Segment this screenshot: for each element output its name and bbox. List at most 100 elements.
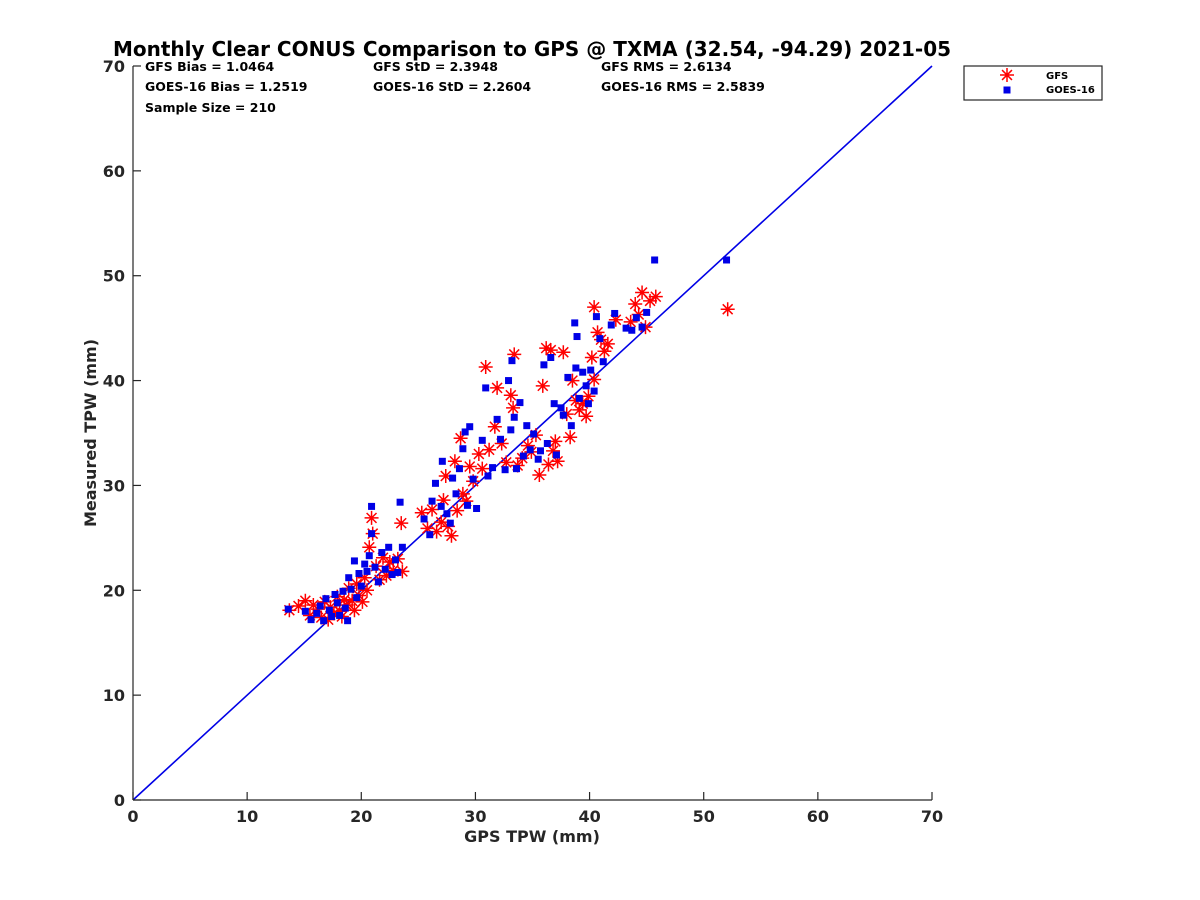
gfs-point xyxy=(478,359,493,374)
goes16-point xyxy=(353,594,361,602)
goes16-point xyxy=(513,465,521,473)
goes16-point xyxy=(357,582,365,590)
goes16-point xyxy=(307,616,315,624)
goes16-point xyxy=(508,357,516,365)
goes16-point xyxy=(325,606,333,614)
x-tick-label: 60 xyxy=(807,807,829,826)
gfs-point xyxy=(546,443,561,458)
goes16-point xyxy=(316,602,324,610)
goes16-point xyxy=(557,404,565,412)
goes16-point xyxy=(350,557,358,565)
gfs-point xyxy=(450,503,465,518)
gfs-point xyxy=(600,336,615,351)
stat-gfs-std: GFS StD = 2.3948 xyxy=(373,59,498,74)
goes16-point xyxy=(572,364,580,372)
goes16-point xyxy=(643,308,651,316)
gfs-point xyxy=(429,524,444,539)
goes16-point xyxy=(420,515,428,523)
gfs-point xyxy=(291,599,306,614)
gfs-point xyxy=(347,603,362,618)
goes16-point xyxy=(530,430,538,438)
goes16-point xyxy=(322,595,330,603)
goes16-point xyxy=(438,457,446,465)
goes16-point xyxy=(339,587,347,595)
gfs-point xyxy=(364,510,379,525)
stat-goes-rms: GOES-16 RMS = 2.5839 xyxy=(601,79,765,94)
gfs-point xyxy=(453,431,468,446)
goes16-point xyxy=(284,605,292,613)
goes16-point xyxy=(455,465,463,473)
y-tick-label: 40 xyxy=(103,372,125,391)
goes16-point xyxy=(587,366,595,374)
gfs-point xyxy=(581,389,596,404)
goes16-point xyxy=(596,335,604,343)
y-tick-label: 60 xyxy=(103,162,125,181)
legend: GFS GOES-16 xyxy=(963,65,1103,101)
goes16-point xyxy=(368,530,376,538)
y-tick-label: 70 xyxy=(103,57,125,76)
gfs-point xyxy=(579,409,594,424)
gfs-point xyxy=(597,344,612,359)
y-tick-label: 30 xyxy=(103,476,125,495)
gfs-point xyxy=(436,493,451,508)
gfs-point xyxy=(438,468,453,483)
gfs-point xyxy=(359,583,374,598)
gfs-point xyxy=(541,457,556,472)
gfs-point xyxy=(563,430,578,445)
gfs-point xyxy=(302,608,317,623)
legend-gfs-symbol xyxy=(1000,68,1014,82)
gfs-point xyxy=(584,350,599,365)
gfs-point xyxy=(487,419,502,434)
gfs-point xyxy=(434,515,449,530)
goes16-point xyxy=(607,321,615,329)
x-tick-label: 20 xyxy=(350,807,372,826)
goes16-point xyxy=(361,560,369,568)
gfs-point xyxy=(490,380,505,395)
goes16-point xyxy=(344,617,352,625)
goes16-point xyxy=(534,455,542,463)
goes16-point xyxy=(388,571,396,579)
goes16-point xyxy=(449,474,457,482)
goes16-point xyxy=(394,568,402,576)
goes16-point xyxy=(428,497,436,505)
goes16-point xyxy=(510,413,518,421)
goes16-point xyxy=(466,423,474,431)
goes16-point xyxy=(592,313,600,321)
goes16-point xyxy=(385,543,393,551)
goes16-point xyxy=(443,510,451,518)
gfs-point xyxy=(455,486,470,501)
goes16-point xyxy=(590,387,598,395)
x-axis-label: GPS TPW (mm) xyxy=(464,827,600,846)
goes16-point xyxy=(461,428,469,436)
gfs-point xyxy=(506,400,521,415)
goes16-point xyxy=(516,399,524,407)
goes16-point xyxy=(536,447,544,455)
gfs-point xyxy=(355,594,370,609)
stat-goes-bias: GOES-16 Bias = 1.2519 xyxy=(145,79,307,94)
goes16-point xyxy=(482,384,490,392)
goes16-point xyxy=(463,501,471,509)
goes16-point xyxy=(543,439,551,447)
gfs-point xyxy=(548,434,563,449)
y-tick-label: 0 xyxy=(114,791,125,810)
x-tick-label: 10 xyxy=(236,807,258,826)
gfs-point xyxy=(503,388,518,403)
gfs-point xyxy=(550,454,565,469)
gfs-point xyxy=(507,347,522,362)
goes16-point xyxy=(381,565,389,573)
y-tick-label: 50 xyxy=(103,267,125,286)
gfs-point xyxy=(349,576,364,591)
stats-block: GFS Bias = 1.0464 GFS StD = 2.3948 GFS R… xyxy=(145,59,765,115)
goes16-point xyxy=(437,502,445,510)
goes16-point xyxy=(622,324,630,332)
goes16-point xyxy=(368,502,376,510)
gfs-point xyxy=(643,293,658,308)
goes16-point xyxy=(473,504,481,512)
gfs-point xyxy=(556,345,571,360)
legend-goes16-symbol xyxy=(1003,86,1011,94)
gfs-point xyxy=(425,502,440,517)
gfs-point xyxy=(462,459,477,474)
x-tick-label: 50 xyxy=(693,807,715,826)
goes16-point xyxy=(378,549,386,557)
legend-gfs-marker xyxy=(1000,68,1014,82)
